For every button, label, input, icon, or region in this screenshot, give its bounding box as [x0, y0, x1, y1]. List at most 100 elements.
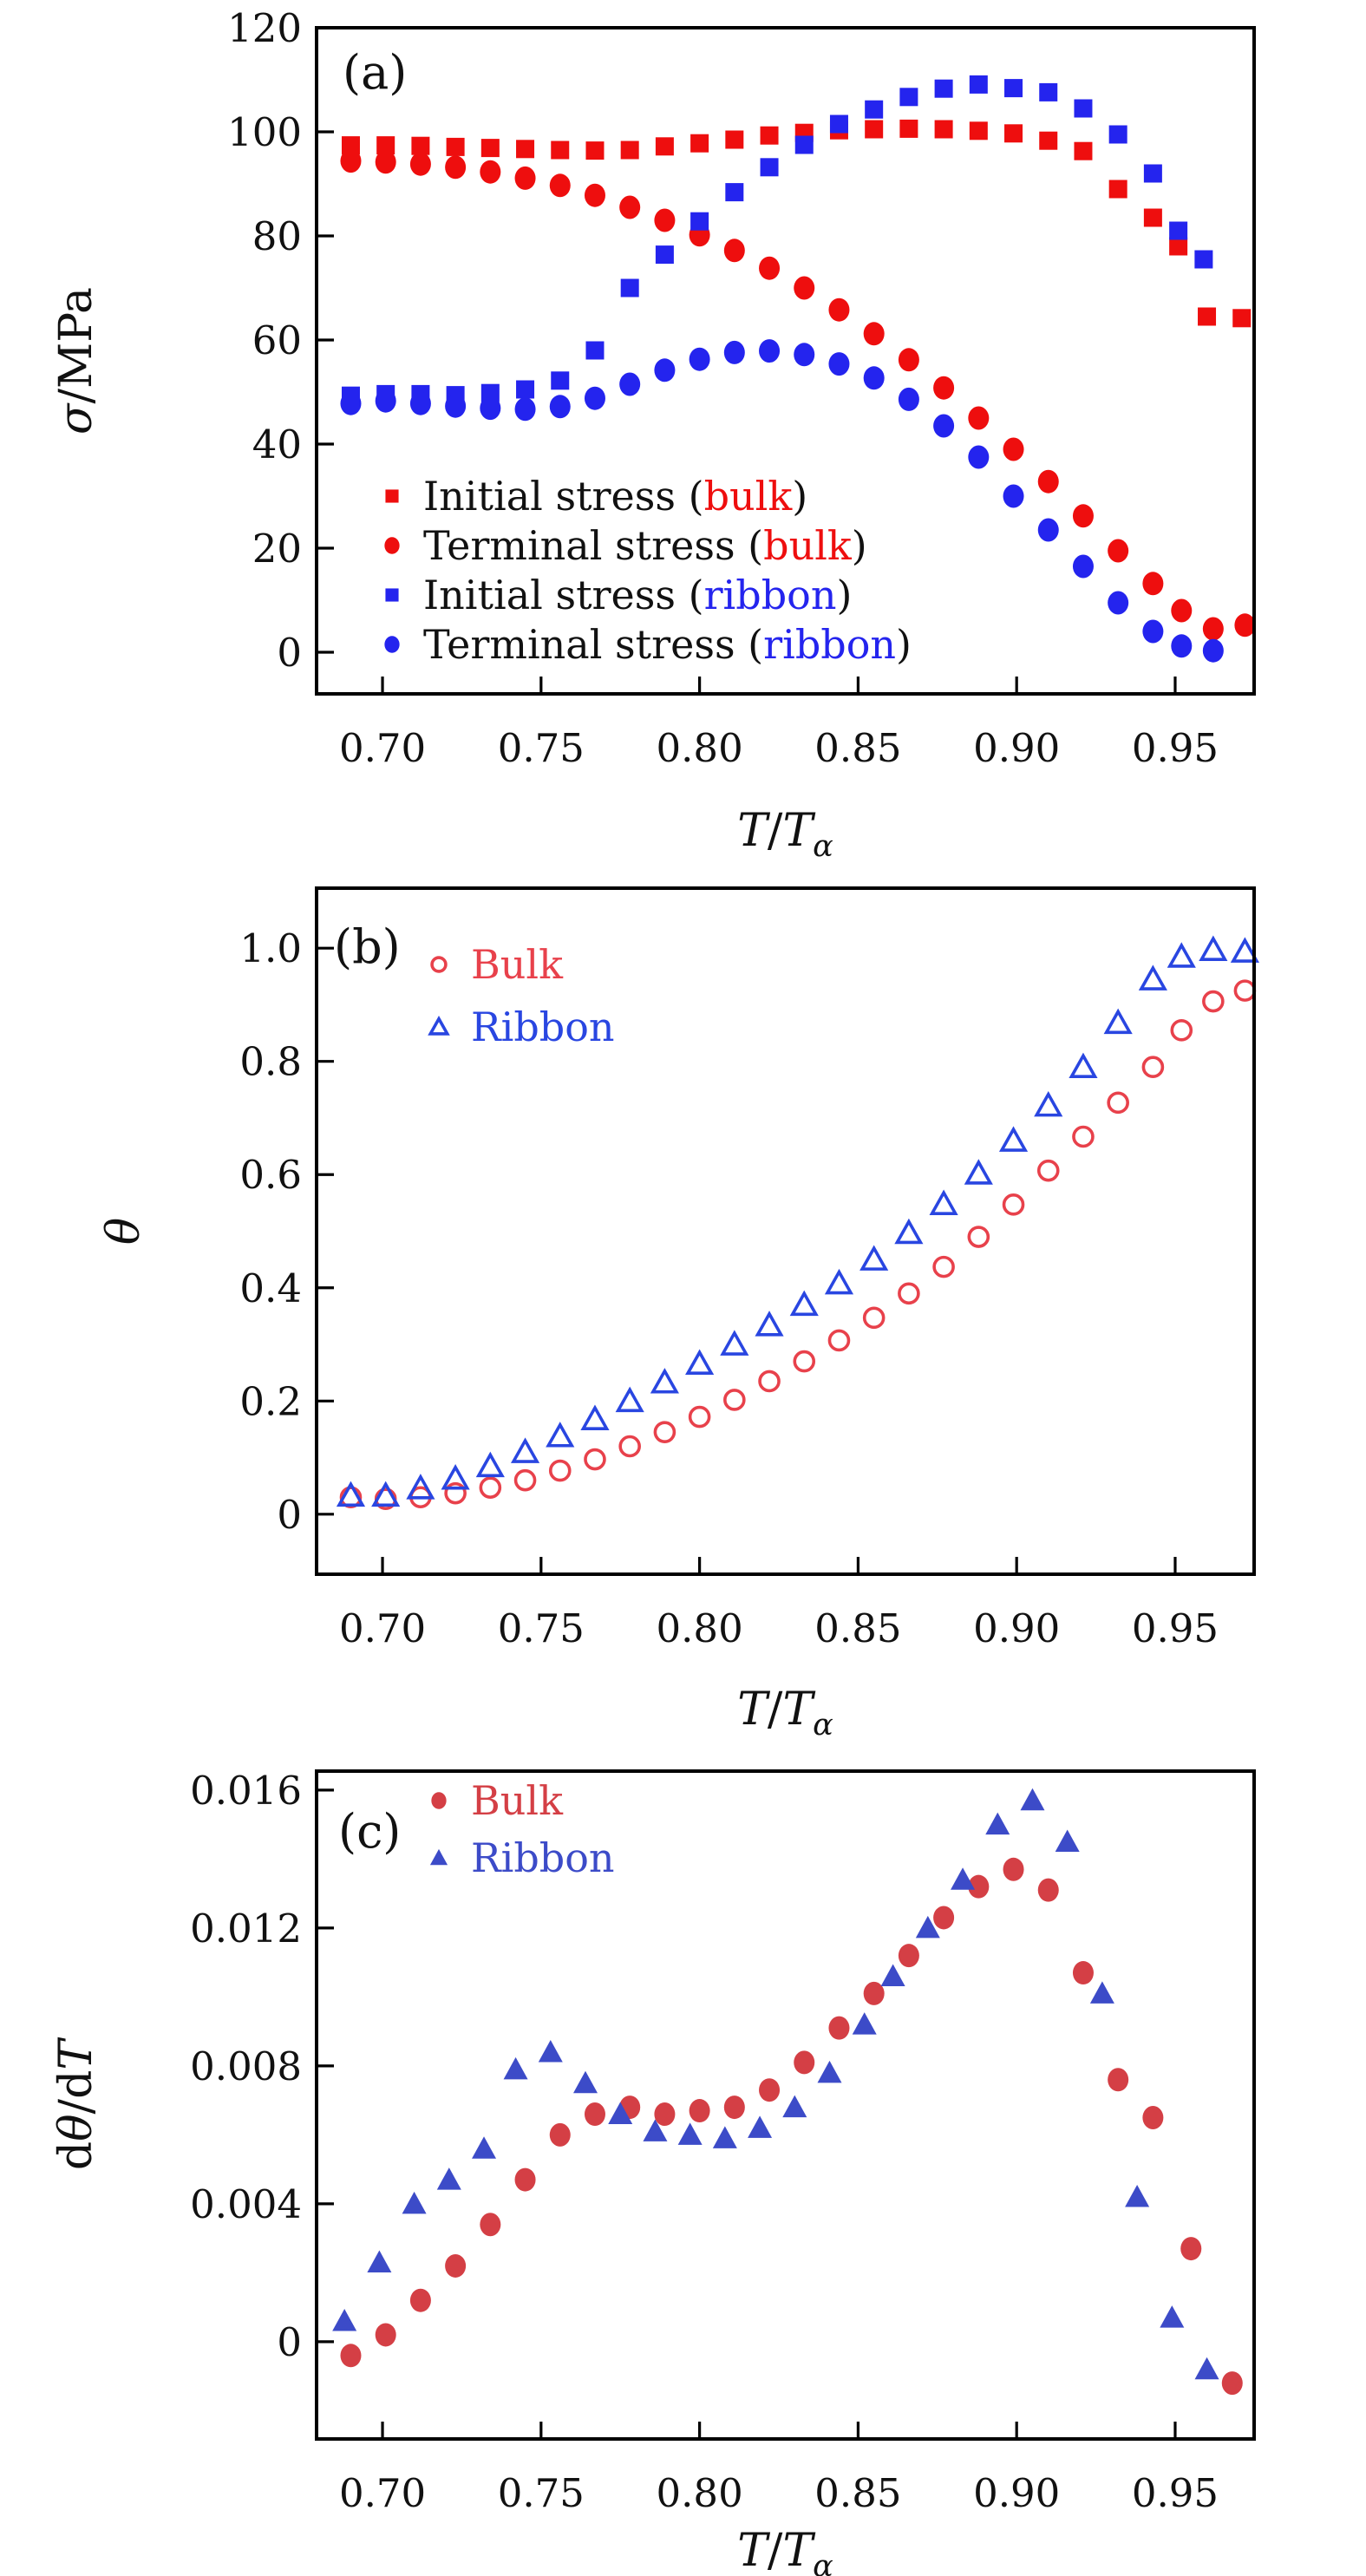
marker-circle [759, 339, 781, 363]
marker-circle [723, 239, 745, 263]
x-tick-label: 0.70 [339, 725, 426, 771]
marker-triangle [573, 2070, 598, 2094]
marker-triangle-open [650, 1368, 679, 1394]
marker-circle [549, 395, 571, 419]
marker-circle [1037, 518, 1059, 542]
x-tick-label: 0.95 [1132, 725, 1219, 771]
series-terminal-stress-ribbon- [340, 339, 1224, 663]
marker-circle [1037, 469, 1059, 494]
marker-square [934, 79, 953, 98]
marker-triangle-open [1138, 964, 1167, 991]
marker-square [1074, 141, 1093, 160]
marker-square [969, 121, 988, 141]
marker-circle [480, 396, 501, 421]
marker-circle-open [793, 1350, 816, 1373]
marker-square [969, 75, 988, 94]
series-ribbon [332, 1788, 1219, 2380]
marker-square [516, 140, 535, 159]
marker-circle [933, 414, 955, 438]
marker-circle [863, 366, 885, 390]
marker-circle [445, 394, 467, 418]
y-tick-label: 0.008 [190, 2043, 302, 2089]
x-tick-label: 0.75 [498, 1605, 585, 1651]
marker-square [341, 136, 360, 155]
marker-square [899, 119, 918, 138]
y-axis-title: θ [98, 1218, 150, 1245]
marker-square [620, 141, 639, 160]
marker-circle [514, 397, 536, 422]
marker-triangle [817, 2060, 842, 2083]
marker-square [1039, 82, 1058, 101]
marker-triangle [1125, 2184, 1150, 2207]
marker-circle [898, 1944, 919, 1968]
marker-square [725, 183, 744, 202]
marker-circle-open [584, 1448, 606, 1471]
series-ribbon [336, 935, 1259, 1507]
y-tick-label: 80 [252, 213, 302, 259]
marker-circle [375, 389, 396, 413]
marker-circle [1108, 2068, 1129, 2092]
marker-circle [340, 2344, 362, 2368]
marker-square [1232, 309, 1252, 328]
legend-label: Initial stress (bulk) [423, 473, 807, 520]
marker-circle [340, 149, 362, 173]
marker-triangle [951, 1867, 976, 1890]
marker-square [585, 341, 605, 360]
marker-triangle-open [685, 1349, 715, 1376]
marker-triangle-open [929, 1189, 958, 1215]
marker-circle [654, 208, 676, 232]
marker-square [1194, 250, 1213, 269]
panel-a: 0.70 0.75 0.80 0.85 0.90 0.95 0 20 40 60 80 100 120 T… [50, 5, 1256, 864]
marker-triangle [608, 2102, 633, 2125]
x-axis-title: T/Tα [737, 1684, 833, 1742]
marker-square [480, 139, 500, 158]
y-tick-label: 0.016 [190, 1768, 302, 1814]
y-axis-title: σ/MPa [50, 287, 102, 435]
panel-c: 0.70 0.75 0.80 0.85 0.90 0.95 0 0.004 0.008 0.012… [50, 1768, 1256, 2576]
marker-circle [1202, 617, 1224, 641]
marker-circle [1142, 619, 1164, 644]
marker-circle [863, 1981, 885, 2005]
marker-circle [1202, 638, 1224, 663]
marker-triangle-open [1199, 935, 1228, 961]
marker-circle-open [430, 956, 448, 973]
y-tick-label: 0 [277, 2319, 302, 2365]
marker-circle [1171, 598, 1193, 623]
series-terminal-stress-bulk- [340, 149, 1256, 641]
marker-circle-open [1036, 1159, 1060, 1182]
marker-square [516, 380, 535, 399]
marker-circle-open [1072, 1125, 1095, 1148]
marker-square [865, 100, 884, 119]
marker-circle [828, 2016, 850, 2040]
marker-triangle-open [789, 1290, 819, 1317]
marker-circle [340, 391, 362, 415]
marker-triangle-open [998, 1126, 1029, 1152]
marker-circle [968, 445, 990, 469]
marker-circle-open [898, 1282, 920, 1305]
marker-square [829, 114, 848, 134]
marker-circle [549, 2122, 571, 2147]
marker-triangle [782, 2095, 807, 2118]
marker-square [934, 120, 953, 139]
marker-circle [384, 636, 400, 653]
y-tick-label: 100 [227, 109, 302, 155]
marker-circle [863, 322, 885, 346]
marker-square [1108, 180, 1127, 199]
marker-circle-open [1141, 1056, 1165, 1079]
marker-circle-open [932, 1255, 955, 1278]
marker-circle-open [688, 1405, 711, 1429]
marker-circle-open [444, 1481, 467, 1505]
marker-circle-open [339, 1486, 363, 1509]
marker-triangle [915, 1915, 940, 1939]
marker-circle-open [1170, 1019, 1193, 1042]
x-tick-label: 0.75 [498, 725, 585, 771]
marker-circle-open [1002, 1193, 1025, 1216]
marker-circle [1037, 1878, 1059, 1902]
marker-circle [1234, 613, 1256, 637]
marker-circle [1003, 484, 1024, 508]
plot-frame [315, 26, 1256, 696]
marker-triangle [1089, 1981, 1114, 2004]
marker-circle [409, 2288, 431, 2312]
marker-square [760, 158, 779, 177]
